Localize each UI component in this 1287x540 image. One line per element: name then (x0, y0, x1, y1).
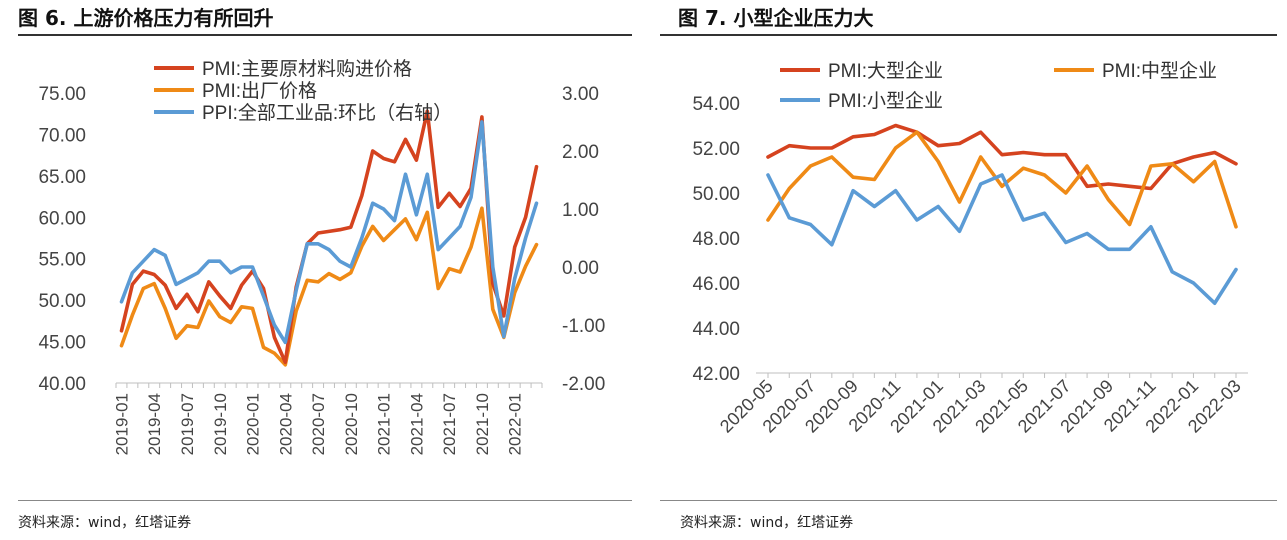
left-source-text: 资料来源：wind，红塔证券 (18, 515, 192, 531)
left-y-tick-label: 45.00 (38, 333, 86, 354)
x-tick-label: 2020-07 (309, 393, 328, 455)
right-y-tick-label: 3.00 (562, 84, 599, 105)
right-chart-title: 图 7. 小型企业压力大 (678, 6, 874, 30)
left-title-rule (18, 34, 632, 36)
right-source-rule (660, 500, 1277, 501)
left-chart-svg: 40.00 45.00 50.00 55.00 60.00 65.00 70.00 75.00… (38, 58, 605, 455)
right-y-tick-label: -1.00 (562, 316, 605, 337)
x-tick-label: 2020-10 (342, 393, 361, 455)
legend-label: PMI:小型企业 (828, 90, 943, 112)
right-chart-panel: 图 7. 小型企业压力大 42.00 44.00 46.00 48.00 50.00 52… (660, 0, 1287, 540)
x-tick-label: 2021-01 (375, 393, 394, 455)
legend-label: PMI:出厂价格 (202, 80, 317, 102)
y-tick-label: 52.00 (692, 139, 740, 160)
series-line-orange (119, 206, 539, 367)
right-y-tick-label: 2.00 (562, 142, 599, 163)
left-y-tick-label: 75.00 (38, 84, 86, 105)
y-tick-label: 42.00 (692, 364, 740, 385)
x-tick-label: 2021-04 (407, 393, 426, 455)
legend-label: PMI:主要原材料购进价格 (202, 58, 412, 80)
x-tick-label: 2019-07 (178, 393, 197, 455)
left-y-tick-label: 70.00 (38, 125, 86, 146)
y-tick-label: 44.00 (692, 319, 740, 340)
right-y-tick-label: 1.00 (562, 200, 599, 221)
y-tick-label: 46.00 (692, 274, 740, 295)
right-y-tick-label: 0.00 (562, 258, 599, 279)
legend-label: PMI:大型企业 (828, 60, 943, 82)
y-tick-label: 54.00 (692, 94, 740, 115)
left-y-tick-label: 65.00 (38, 167, 86, 188)
legend-label: PPI:全部工业品:环比（右轴） (202, 102, 452, 124)
x-tick-label: 2022-01 (506, 393, 525, 455)
series-line-red (119, 109, 539, 365)
left-source-rule (18, 500, 632, 501)
y-tick-label: 48.00 (692, 229, 740, 250)
series-line-orange (766, 130, 1238, 229)
left-y-tick-label: 55.00 (38, 250, 86, 271)
right-chart-svg: 42.0044.0046.0048.0050.0052.0054.002020-… (692, 60, 1248, 437)
left-y-tick-label: 50.00 (38, 291, 86, 312)
right-y-tick-label: -2.00 (562, 374, 605, 395)
x-tick-label: 2019-01 (112, 393, 131, 455)
right-title-rule (660, 34, 1277, 36)
right-source-text: 资料来源：wind，红塔证券 (680, 515, 854, 531)
legend-label: PMI:中型企业 (1102, 60, 1217, 82)
x-tick-label: 2020-01 (244, 393, 263, 455)
left-chart-title: 图 6. 上游价格压力有所回升 (18, 6, 274, 30)
series-line-blue (119, 120, 539, 345)
x-tick-label: 2021-10 (473, 393, 492, 455)
left-y-tick-label: 60.00 (38, 208, 86, 229)
left-y-tick-label: 40.00 (38, 374, 86, 395)
x-tick-label: 2021-07 (440, 393, 459, 455)
x-tick-label: 2020-04 (276, 393, 295, 455)
left-chart-panel: 图 6. 上游价格压力有所回升 40.00 45.00 50.00 55.00 60.0… (0, 0, 640, 540)
x-tick-label: 2019-10 (211, 393, 230, 455)
y-tick-label: 50.00 (692, 184, 740, 205)
series-line-red (766, 123, 1238, 191)
series-line-blue (766, 173, 1238, 306)
x-tick-label: 2019-04 (145, 393, 164, 455)
